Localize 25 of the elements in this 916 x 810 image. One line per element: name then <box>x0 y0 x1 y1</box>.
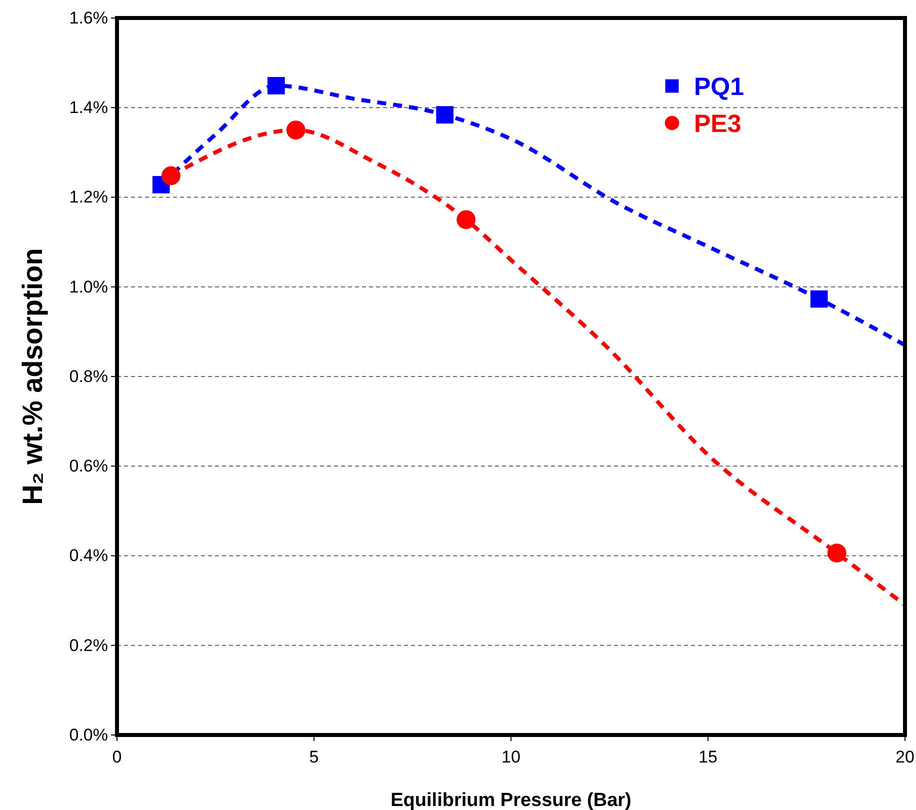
x-tick-label: 10 <box>502 748 520 767</box>
x-tick-label: 15 <box>698 748 718 767</box>
y-tick-label: 0.2% <box>69 636 108 655</box>
y-tick-label: 1.2% <box>69 188 108 207</box>
y-tick-label: 0.6% <box>69 456 108 476</box>
y-tick-label: 0.0% <box>69 725 108 744</box>
point <box>456 210 476 230</box>
legend-label: PE3 <box>694 110 742 138</box>
point <box>268 77 285 94</box>
x-tick-label: 20 <box>896 748 914 767</box>
y-tick-label: 0.4% <box>69 546 108 566</box>
point <box>286 120 306 140</box>
legend-label: PQ1 <box>694 73 744 101</box>
x-tick-label: 5 <box>309 748 319 767</box>
x-tick-label: 0 <box>112 748 122 767</box>
point <box>810 290 828 308</box>
y-axis-title: H₂ wt.% adsorption <box>17 248 48 505</box>
x-axis-title: Equilibrium Pressure (Bar) <box>390 790 632 810</box>
y-tick-label: 1.4% <box>69 98 108 118</box>
point <box>436 106 454 124</box>
point <box>827 544 846 562</box>
y-tick-label: 1.0% <box>69 277 108 296</box>
point <box>162 166 180 186</box>
y-tick-label: 1.6% <box>69 8 108 28</box>
y-tick-label: 0.8% <box>69 366 108 386</box>
